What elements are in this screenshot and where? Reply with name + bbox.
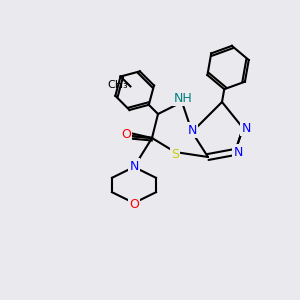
Text: N: N — [187, 124, 197, 136]
Text: N: N — [129, 160, 139, 172]
Text: N: N — [233, 146, 243, 158]
Text: S: S — [171, 148, 179, 160]
Text: CH₃: CH₃ — [108, 80, 128, 90]
Text: N: N — [241, 122, 251, 134]
Text: NH: NH — [174, 92, 192, 104]
Text: O: O — [129, 197, 139, 211]
Text: O: O — [121, 128, 131, 142]
